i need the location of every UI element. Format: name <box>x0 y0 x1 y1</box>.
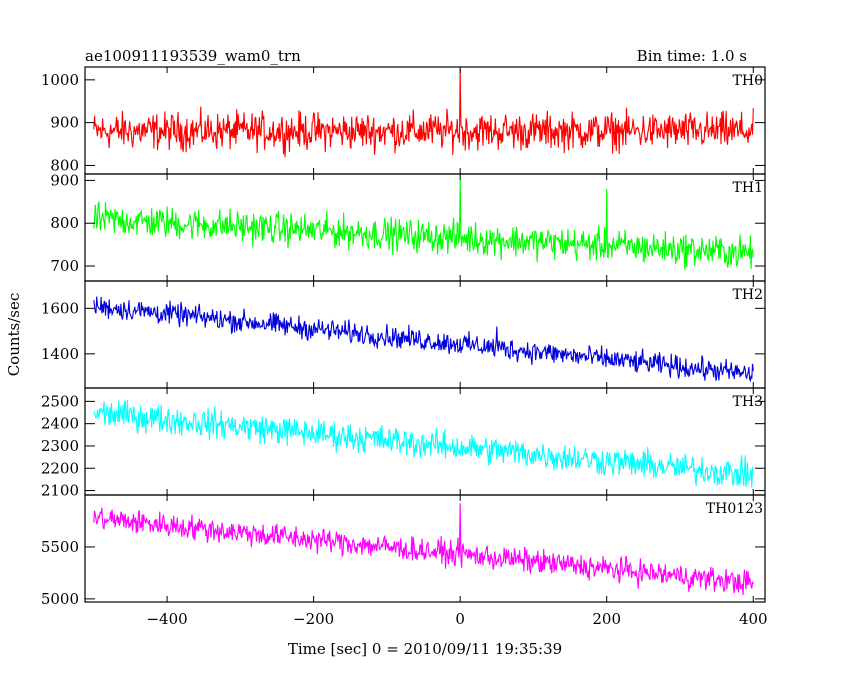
y-tick-label: 2100 <box>41 482 79 500</box>
panel-frame <box>84 173 766 282</box>
panel-th1: 700 800 900 TH1 <box>50 171 766 282</box>
series-line-th3 <box>93 399 754 488</box>
y-tick-label: 900 <box>50 171 79 189</box>
panel-th0: 800 900 1000 TH0 <box>41 66 766 175</box>
panel-label-th2: TH2 <box>733 287 763 303</box>
panel-frame <box>84 280 766 389</box>
panel-label-th0: TH0 <box>733 73 763 89</box>
y-tick-label: 2300 <box>41 437 79 455</box>
panel-label-th0123: TH0123 <box>706 501 763 517</box>
chart-title: ae100911193539_wam0_trn <box>85 47 301 65</box>
x-tick-label: 400 <box>739 610 768 628</box>
panel-th3: 2100 2200 2300 2400 2500 TH3 <box>41 387 766 500</box>
panel-th0123: 5000 5500 TH0123 <box>41 494 766 608</box>
series-line-th0123 <box>93 503 754 595</box>
y-tick-label: 1600 <box>41 299 79 317</box>
y-tick-label: 700 <box>50 257 79 275</box>
y-tick-label: 2200 <box>41 459 79 477</box>
y-tick-label: 2500 <box>41 392 79 410</box>
y-tick-label: 5000 <box>41 590 79 608</box>
x-tick-label: −200 <box>293 610 334 628</box>
x-axis-label: Time [sec] 0 = 2010/09/11 19:35:39 <box>288 640 562 658</box>
x-axis: −400 −200 0 200 400 <box>146 610 767 628</box>
series-line-th0 <box>93 69 754 158</box>
y-tick-label: 800 <box>50 156 79 174</box>
x-tick-label: −400 <box>146 610 187 628</box>
bin-time-label: Bin time: 1.0 s <box>637 47 747 65</box>
panel-label-th3: TH3 <box>733 394 763 410</box>
x-tick-label: 200 <box>592 610 621 628</box>
series-line-th1 <box>93 178 754 270</box>
y-tick-label: 800 <box>50 214 79 232</box>
y-tick-label: 1000 <box>41 71 79 89</box>
y-tick-label: 1400 <box>41 345 79 363</box>
panel-th2: 1400 1600 TH2 <box>41 280 766 389</box>
panel-label-th1: TH1 <box>733 180 763 196</box>
y-tick-label: 2400 <box>41 415 79 433</box>
y-axis-label: Counts/sec <box>5 293 23 377</box>
series-line-th2 <box>93 296 754 383</box>
y-tick-label: 900 <box>50 114 79 132</box>
y-tick-label: 5500 <box>41 538 79 556</box>
panel-frame <box>84 387 766 496</box>
x-tick-label: 0 <box>455 610 465 628</box>
panel-frame <box>84 494 766 603</box>
